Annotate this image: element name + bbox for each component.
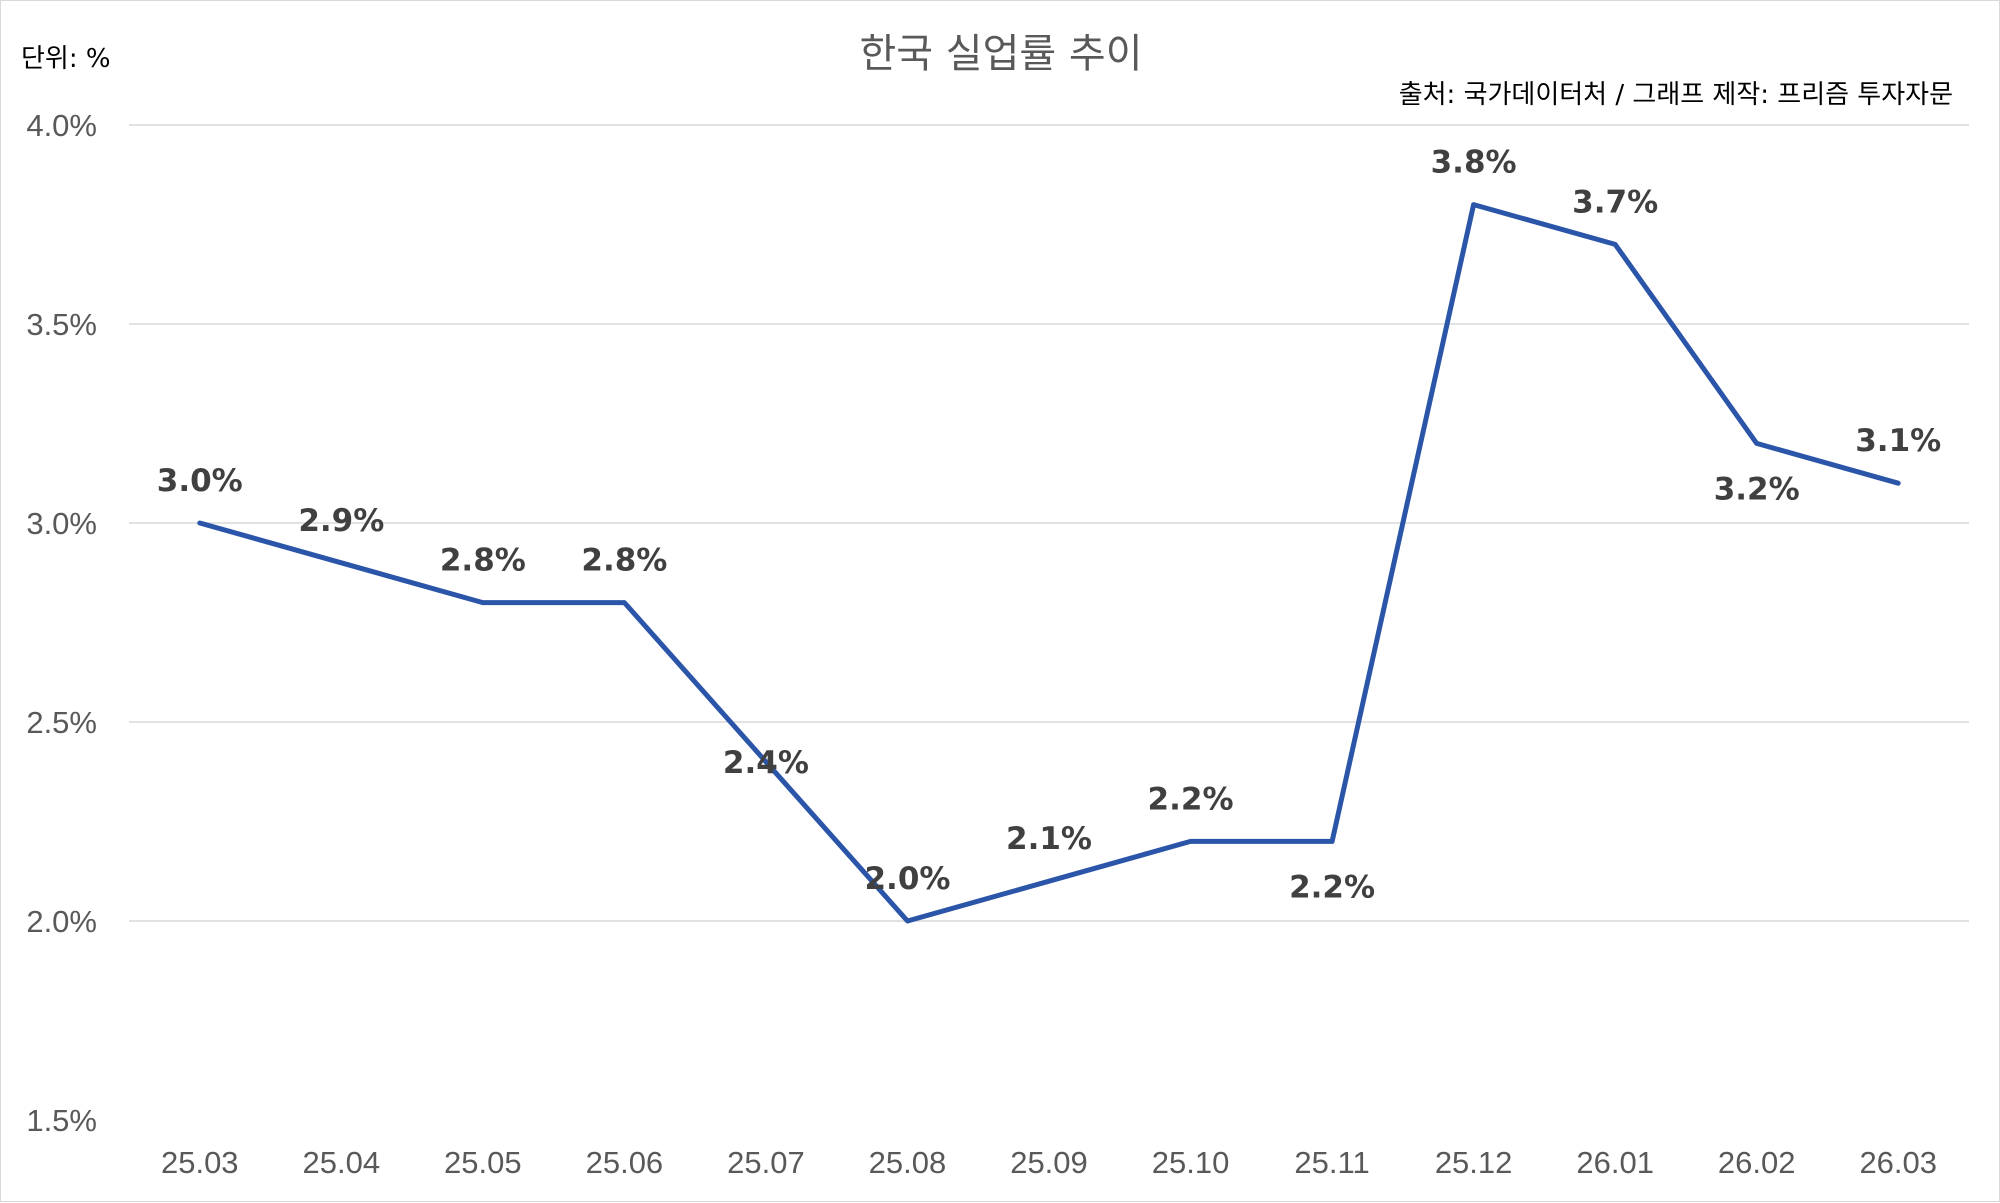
y-axis-ticks: 1.5% 2.0% 2.5% 3.0% 3.5% 4.0%	[26, 108, 97, 1138]
y-tick-label: 3.0%	[26, 506, 97, 541]
unit-label: 단위: %	[21, 44, 111, 74]
y-tick-label: 4.0%	[26, 108, 97, 143]
data-label: 3.0%	[157, 463, 243, 499]
y-tick-label: 3.5%	[26, 307, 97, 342]
x-tick-label: 25.09	[1010, 1145, 1088, 1180]
y-tick-label: 2.0%	[26, 904, 97, 939]
data-label: 2.1%	[1006, 821, 1092, 857]
series-group	[197, 202, 1901, 924]
x-tick-label: 25.03	[161, 1145, 239, 1180]
x-tick-label: 26.01	[1576, 1145, 1654, 1180]
data-label: 2.8%	[440, 543, 526, 579]
series-line	[197, 202, 1901, 924]
data-labels: 3.0% 2.9% 2.8% 2.8% 2.4% 2.0% 2.1% 2.2% 2.2% 3.8%…	[157, 145, 1941, 906]
x-tick-label: 25.08	[869, 1145, 947, 1180]
data-label: 2.9%	[298, 503, 384, 539]
data-label: 2.8%	[581, 543, 667, 579]
data-label: 3.8%	[1431, 145, 1517, 181]
data-label: 2.4%	[723, 745, 809, 781]
x-tick-label: 25.05	[444, 1145, 522, 1180]
x-axis-ticks: 25.03 25.04 25.05 25.06 25.07 25.08 25.09 25.10…	[161, 1145, 1937, 1180]
data-label: 2.0%	[864, 861, 950, 897]
data-label: 2.2%	[1289, 869, 1375, 905]
gridlines	[129, 124, 1969, 922]
x-tick-label: 26.02	[1718, 1145, 1796, 1180]
data-label: 3.1%	[1855, 423, 1941, 459]
x-tick-label: 25.07	[727, 1145, 805, 1180]
x-tick-label: 25.04	[303, 1145, 381, 1180]
data-label: 3.7%	[1572, 184, 1658, 220]
y-tick-label: 1.5%	[26, 1103, 97, 1138]
y-tick-label: 2.5%	[26, 705, 97, 740]
x-tick-label: 25.12	[1435, 1145, 1513, 1180]
source-label: 출처: 국가데이터처 / 그래프 제작: 프리즘 투자자문	[1399, 80, 1953, 110]
data-label: 2.2%	[1148, 781, 1234, 817]
chart-title: 한국 실업률 추이	[859, 31, 1142, 77]
x-tick-label: 25.06	[586, 1145, 664, 1180]
x-tick-label: 26.03	[1859, 1145, 1937, 1180]
x-tick-label: 25.11	[1294, 1145, 1369, 1180]
x-tick-label: 25.10	[1152, 1145, 1230, 1180]
data-label: 3.2%	[1714, 471, 1800, 507]
